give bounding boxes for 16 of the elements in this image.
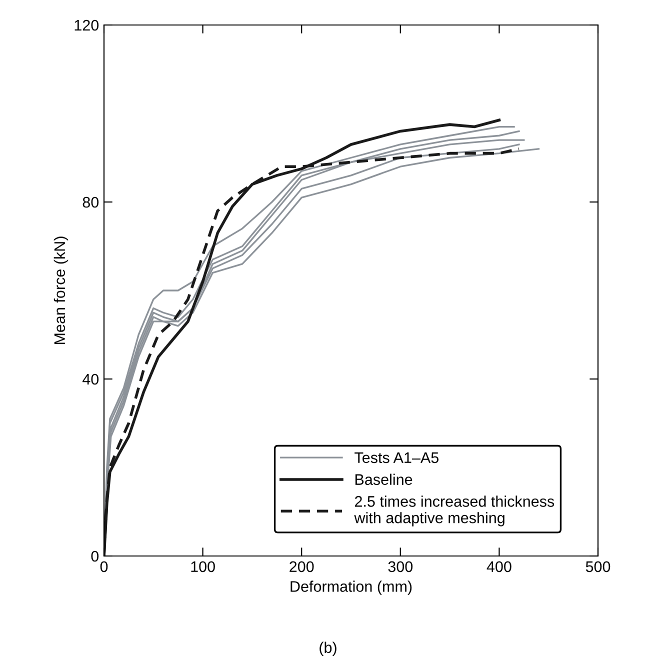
legend-label: 2.5 times increased thickness with adaptive meshing [354,496,554,526]
text: (b) [320,642,336,656]
x-axis-title: Deformation (mm) [290,580,412,595]
legend-label: Baseline [355,474,412,485]
x-tick-label: 400 [486,561,512,572]
x-tick-label: 100 [191,561,215,572]
y-tick-label: 40 [82,374,99,385]
x-tick-label: 200 [290,561,314,572]
y-axis-title: Mean force (kN) [54,236,68,344]
y-tick-label: 80 [82,196,99,208]
y-tick-label: 0 [91,550,99,562]
x-tick-label: 500 [586,561,610,572]
x-tick-label: 0 [100,561,108,572]
y-tick-label: 120 [74,20,99,31]
x-tick-label: 300 [388,561,413,572]
legend-label: Tests A1–A5 [354,452,439,464]
